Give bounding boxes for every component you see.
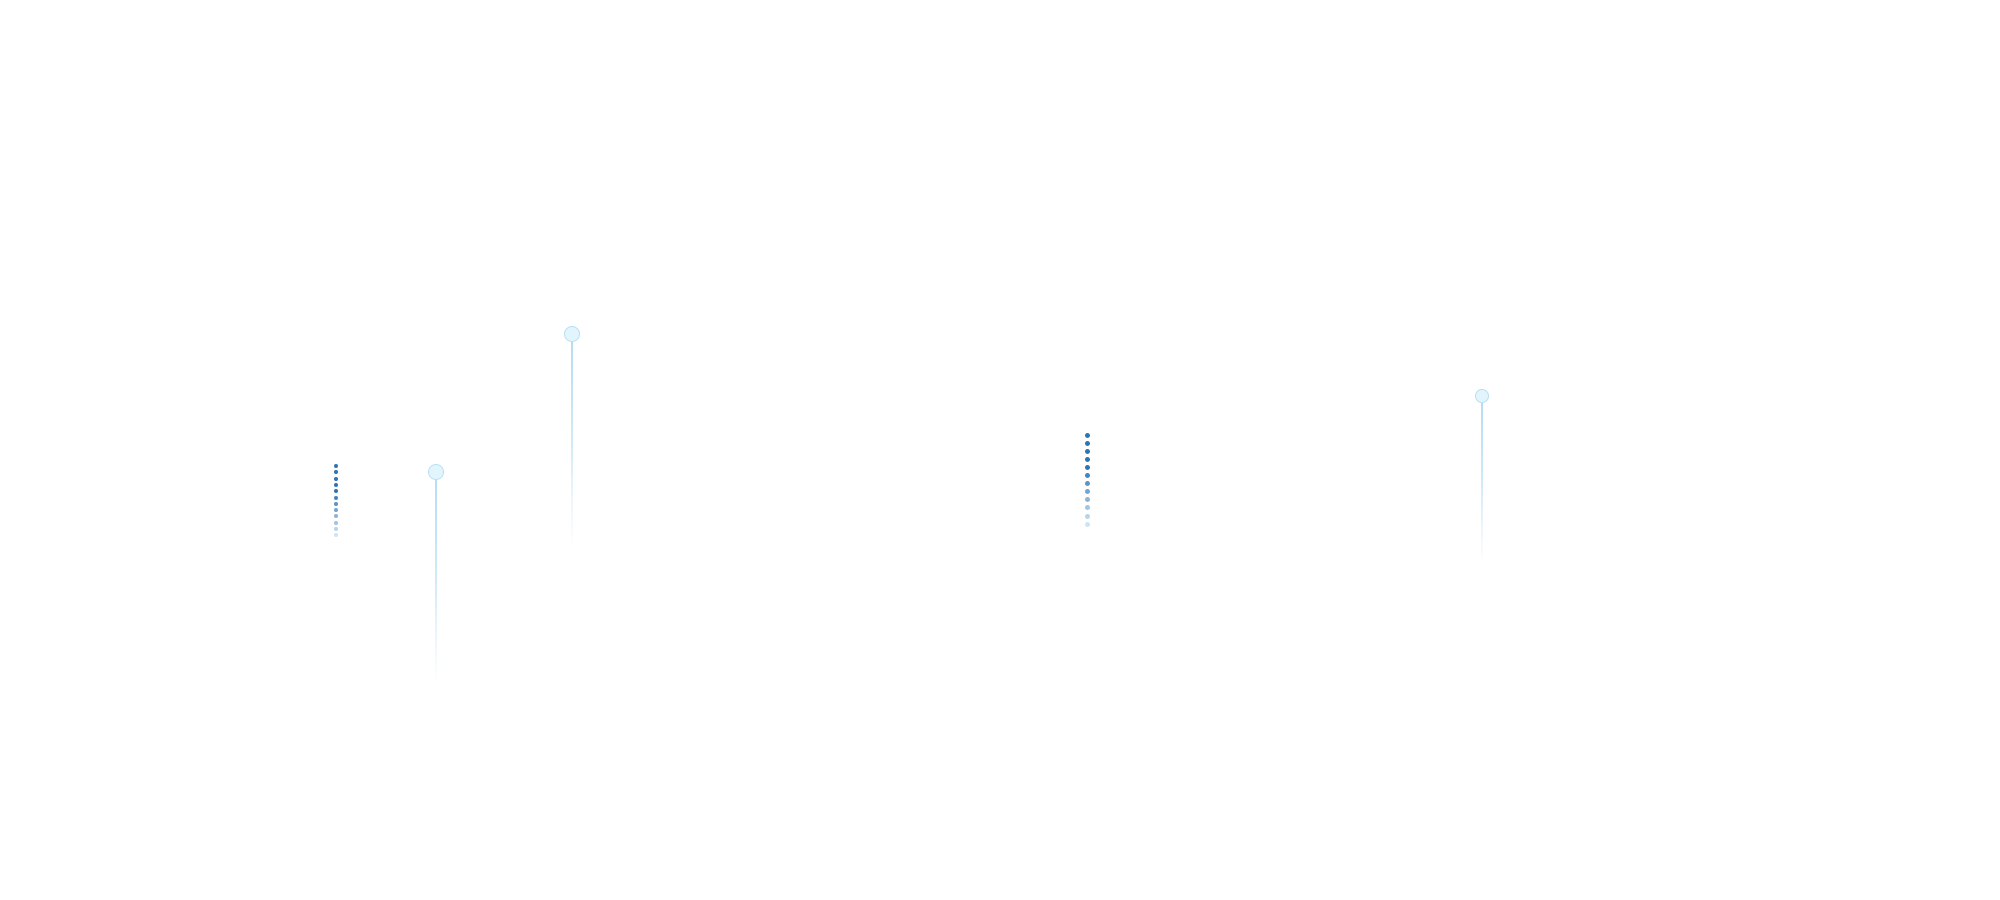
dot	[334, 508, 338, 513]
pin-head	[564, 326, 580, 342]
pin-head	[428, 464, 444, 480]
dot	[1084, 505, 1090, 511]
dot	[334, 464, 338, 468]
dot	[1084, 481, 1090, 487]
dot	[1084, 448, 1090, 454]
dot	[1084, 521, 1090, 527]
dot	[1084, 513, 1090, 519]
dot	[334, 520, 338, 525]
pin-stem	[571, 342, 573, 548]
pin-head	[1475, 389, 1489, 403]
dot	[334, 514, 338, 519]
dot	[334, 476, 338, 481]
dot	[334, 533, 338, 538]
dot	[334, 495, 338, 500]
dot	[1084, 489, 1090, 495]
dot	[334, 527, 338, 531]
dot	[334, 501, 338, 506]
dot	[1084, 440, 1090, 446]
dot	[1084, 497, 1090, 503]
pin-stem	[435, 480, 437, 685]
dot	[334, 470, 338, 475]
dot	[334, 482, 338, 487]
dot	[1084, 456, 1090, 462]
dot	[1084, 473, 1090, 478]
dot	[1084, 432, 1090, 438]
dot	[1084, 464, 1090, 470]
pin-stem	[1481, 403, 1483, 565]
dot	[334, 489, 338, 494]
